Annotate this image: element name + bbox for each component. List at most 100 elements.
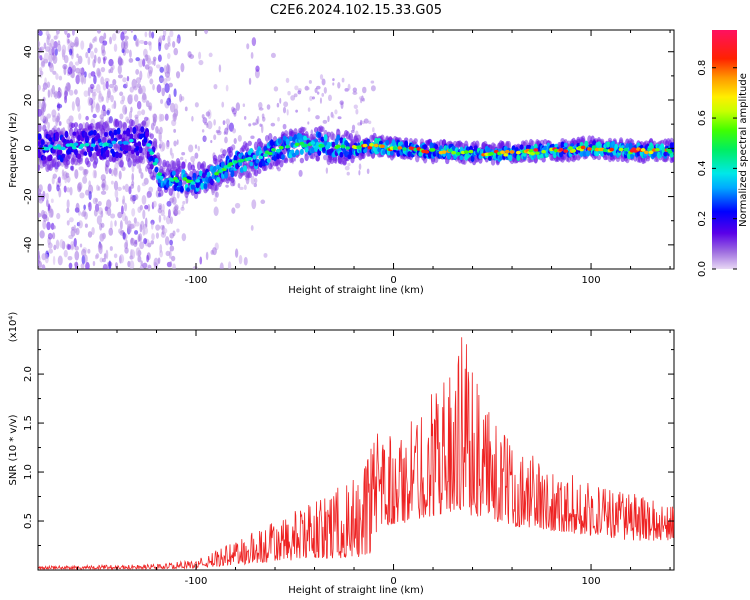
noise-blob [366, 168, 370, 175]
ridge-point [451, 150, 456, 155]
band-core [72, 131, 77, 136]
band-halo [320, 126, 325, 133]
band-halo [38, 123, 42, 133]
noise-blob [111, 104, 115, 109]
noise-blob [46, 35, 50, 46]
band-core [303, 135, 308, 141]
band-core [336, 134, 341, 141]
band-halo [247, 172, 252, 179]
band-core [116, 127, 121, 135]
noise-blob [68, 234, 74, 239]
noise-blob [137, 255, 142, 263]
noise-blob [184, 159, 187, 164]
noise-blob [204, 30, 209, 35]
band-core [61, 153, 66, 159]
band-halo [269, 158, 275, 167]
band-core [326, 141, 331, 149]
band-halo [168, 188, 173, 196]
noise-blob [306, 87, 310, 91]
ridge-point [648, 150, 654, 155]
noise-blob [106, 109, 110, 116]
band-core [129, 133, 134, 139]
noise-blob [179, 93, 183, 103]
noise-blob [92, 197, 98, 205]
noise-blob [163, 64, 167, 74]
noise-blob [147, 41, 152, 46]
noise-blob [128, 111, 133, 120]
noise-blob [63, 54, 69, 64]
noise-blob [102, 263, 108, 269]
band-halo [299, 157, 305, 164]
band-core [105, 151, 110, 158]
noise-blob [187, 51, 192, 58]
noise-blob [153, 257, 159, 268]
noise-blob [316, 91, 320, 95]
noise-blob [79, 192, 85, 199]
ridge-point [500, 150, 505, 154]
noise-blob [40, 60, 46, 68]
noise-blob [179, 156, 184, 161]
band-halo [413, 138, 418, 144]
noise-blob [238, 254, 243, 265]
ridge-point [534, 151, 540, 155]
noise-blob [135, 77, 142, 84]
noise-blob [181, 151, 186, 156]
noise-blob [81, 255, 86, 265]
band-core [434, 144, 439, 150]
noise-blob [152, 113, 158, 123]
band-core [291, 152, 296, 158]
noise-blob [175, 71, 181, 79]
band-core [201, 172, 206, 179]
y-tick-label: -40 [23, 237, 34, 253]
band-halo [196, 161, 202, 171]
noise-blob [352, 87, 357, 93]
noise-blob [242, 103, 246, 108]
band-core [121, 144, 126, 151]
noise-blob [158, 35, 164, 41]
noise-blob [146, 254, 150, 263]
noise-blob [105, 81, 109, 90]
noise-blob [122, 185, 126, 190]
ridge-point [278, 145, 284, 150]
noise-blob [171, 196, 177, 205]
ridge-point [117, 140, 123, 145]
noise-blob [137, 206, 142, 213]
noise-blob [90, 104, 94, 113]
noise-blob [97, 201, 102, 207]
noise-blob [100, 109, 104, 116]
band-halo [38, 164, 41, 172]
figure-title: C2E6.2024.102.15.33.G05 [270, 3, 442, 18]
noise-blob [213, 134, 217, 141]
ridge-point [441, 150, 447, 154]
band-core [88, 150, 93, 158]
noise-blob [346, 171, 350, 176]
band-halo [671, 156, 674, 163]
noise-blob [255, 65, 260, 72]
noise-blob [219, 262, 224, 269]
band-core [118, 134, 123, 140]
noise-blob [192, 265, 198, 269]
noise-blob [143, 40, 148, 46]
band-core [288, 136, 293, 142]
noise-blob [199, 256, 203, 265]
noise-blob [159, 139, 163, 148]
ridge-point [294, 142, 300, 147]
noise-blob [100, 76, 105, 85]
band-core [190, 183, 195, 190]
noise-blob [119, 113, 124, 120]
band-core [522, 152, 527, 157]
noise-blob [58, 121, 62, 126]
noise-blob [130, 106, 133, 113]
noise-blob [38, 40, 41, 48]
noise-blob [130, 249, 136, 260]
noise-blob [169, 216, 174, 225]
noise-blob [87, 96, 92, 107]
band-halo [214, 184, 219, 191]
noise-blob [164, 236, 170, 246]
noise-blob [38, 100, 42, 109]
ridge-point [587, 147, 592, 151]
noise-blob [100, 222, 105, 228]
noise-blob [156, 84, 162, 94]
ridge-point [84, 142, 90, 147]
band-core [233, 154, 238, 162]
